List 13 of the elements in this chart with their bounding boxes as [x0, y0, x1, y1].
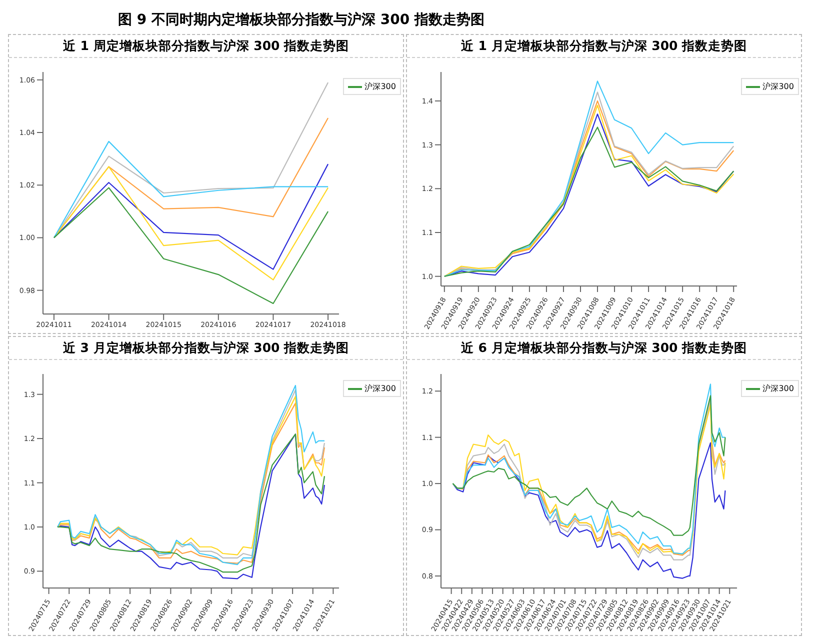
legend-label: 沪深300: [364, 81, 396, 92]
chart-title: 近 1 月定增板块部分指数与沪深 300 指数走势图: [407, 35, 801, 58]
line-series: [452, 395, 726, 536]
legend-label: 沪深300: [762, 383, 794, 394]
legend-label: 沪深300: [762, 81, 794, 92]
chart-title: 近 3 月定增板块部分指数与沪深 300 指数走势图: [9, 337, 403, 360]
line-series: [53, 140, 329, 238]
chart-title: 近 6 月定增板块部分指数与沪深 300 指数走势图: [407, 337, 801, 360]
caption: 图 9 不同时期内定增板块部分指数与沪深 300 指数走势图: [117, 10, 486, 30]
chart-title: 近 1 周定增板块部分指数与沪深 300 指数走势图: [9, 35, 403, 58]
legend-label: 沪深300: [364, 383, 396, 394]
line-series: [452, 442, 726, 579]
line-series: [53, 187, 329, 304]
